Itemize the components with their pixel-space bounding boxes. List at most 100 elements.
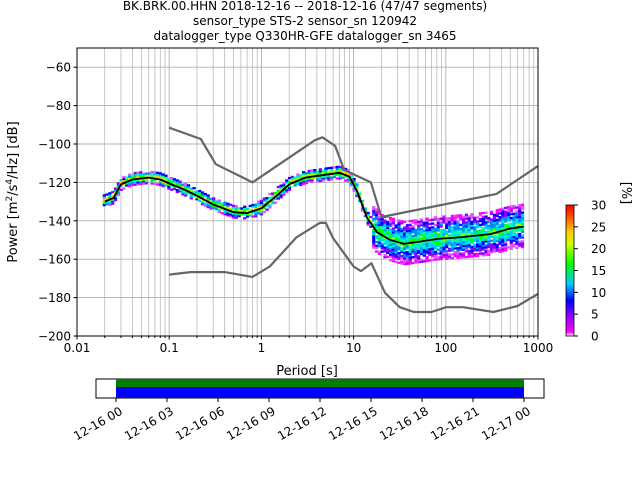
heat-cell <box>484 248 488 251</box>
heat-cell <box>254 207 258 210</box>
heat-cell <box>397 242 401 245</box>
heat-cell <box>417 224 421 227</box>
heat-cell <box>380 219 384 223</box>
heat-cell <box>405 229 410 233</box>
heat-cell <box>125 178 129 181</box>
heat-cell <box>459 216 463 219</box>
heat-cell <box>436 219 440 223</box>
heat-cell <box>487 251 491 254</box>
heat-cell <box>428 234 432 237</box>
heat-cell <box>425 217 429 220</box>
heat-cell <box>290 177 294 181</box>
heat-cell <box>515 229 519 232</box>
model-lines <box>104 126 538 314</box>
heat-cell <box>509 241 513 245</box>
heat-cell <box>520 240 525 243</box>
heat-cell <box>346 168 351 172</box>
heat-cell <box>209 207 213 210</box>
heat-cell <box>299 179 303 183</box>
heat-cell <box>397 257 401 261</box>
heat-cell <box>484 244 488 247</box>
heat-cell <box>445 244 449 247</box>
heat-cell <box>198 191 202 195</box>
heat-cell <box>467 222 471 226</box>
heat-cell <box>386 230 390 234</box>
heat-cell <box>338 167 342 170</box>
heat-cell <box>495 228 499 231</box>
heat-cell <box>125 182 129 185</box>
heat-cell <box>397 253 401 257</box>
heat-cell <box>518 227 522 230</box>
heat-cell <box>403 251 407 254</box>
heat-cell <box>380 227 384 230</box>
heat-cell <box>484 246 488 249</box>
heat-cell <box>467 221 471 224</box>
heat-cell <box>501 221 505 224</box>
heat-cell <box>439 221 443 224</box>
heat-cell <box>512 206 516 210</box>
heat-cell <box>422 223 426 227</box>
heat-cell <box>456 256 460 259</box>
heat-cell <box>481 238 485 242</box>
heat-cell <box>127 175 132 178</box>
heat-cell <box>439 257 443 261</box>
heat-cell <box>419 243 424 246</box>
heat-cell <box>492 221 497 224</box>
heat-cell <box>397 244 401 247</box>
heat-cell <box>102 198 106 201</box>
heat-cell <box>386 238 390 241</box>
heat-cell <box>383 248 387 251</box>
heat-cell <box>467 245 471 249</box>
heat-cell <box>397 246 401 249</box>
heat-cell <box>504 241 508 244</box>
heat-cell <box>234 205 238 208</box>
heat-cell <box>240 207 244 210</box>
heat-cell <box>214 202 219 205</box>
heat-cell <box>217 210 221 214</box>
heat-cell <box>414 249 418 253</box>
heat-cell <box>467 238 471 241</box>
heat-cell <box>147 172 151 175</box>
heat-cell <box>484 225 488 228</box>
heat-cell <box>355 187 359 190</box>
heat-cell <box>344 171 348 175</box>
heat-cell <box>113 198 118 202</box>
heat-cell <box>391 235 396 238</box>
heat-cell <box>408 244 412 248</box>
heat-cell <box>321 177 325 180</box>
heat-cell <box>450 243 454 246</box>
heat-cell <box>304 179 308 183</box>
heat-cell <box>397 248 401 251</box>
heat-cell <box>518 204 522 207</box>
heat-cell <box>450 247 454 250</box>
heat-cell <box>161 181 165 184</box>
heat-cell <box>453 220 457 223</box>
heat-cell <box>408 219 412 223</box>
heat-cell <box>428 222 432 226</box>
heat-cell <box>484 240 488 243</box>
heat-cell <box>428 251 432 254</box>
heat-cell <box>388 241 393 245</box>
colorbar-tick-label: 0 <box>591 330 599 344</box>
heat-cell <box>442 251 446 255</box>
heat-cell <box>425 244 429 247</box>
heat-cell <box>490 239 494 242</box>
heat-cell <box>509 209 513 212</box>
heat-cell <box>433 258 438 261</box>
heat-cell <box>506 211 511 215</box>
heat-cell <box>473 216 477 219</box>
heat-cell <box>467 240 471 243</box>
heat-cell <box>515 219 519 223</box>
coverage-gap-band <box>116 387 524 398</box>
heat-cell <box>141 178 146 181</box>
heat-cell <box>492 213 497 217</box>
heat-cell <box>229 213 233 216</box>
heat-cell <box>397 223 401 226</box>
heat-cell <box>130 174 134 177</box>
heat-cell <box>245 215 250 218</box>
heat-cell <box>498 227 502 230</box>
heat-cell <box>436 258 440 261</box>
axes-ticks: −200−180−160−140−120−100−80−600.01 0.1 1 10… <box>38 61 553 355</box>
heat-cell <box>478 237 483 240</box>
heat-cell <box>167 183 171 186</box>
